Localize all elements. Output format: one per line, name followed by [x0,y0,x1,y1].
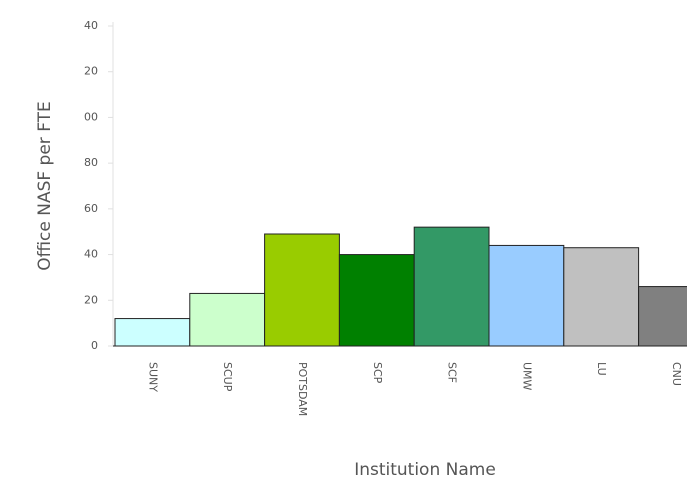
x-tick-label: SCUP [221,362,234,392]
y-axis-title: Office NASF per FTE [35,101,55,271]
x-tick-label: SCF [446,362,459,383]
bar [638,286,687,347]
y-tick-label: 40 [84,248,98,261]
y-tick-label: 20 [84,293,98,306]
bar [338,254,415,347]
x-tick-label: POTSDAM [296,362,309,416]
x-tick-label: LU [595,362,608,376]
bar [413,226,490,347]
y-tick-label: 60 [84,202,98,215]
y-tick-label: 80 [84,156,98,169]
x-axis-title: Institution Name [354,460,496,480]
x-tick-label: UMW [520,362,533,391]
bar [488,244,565,347]
bar [114,318,191,347]
x-tick-label: CNU [670,362,683,386]
y-tick-label: 40 [84,19,98,32]
x-tick-label: SUNY [146,362,159,392]
bar [264,233,340,347]
bar [563,247,640,347]
y-tick-label: 00 [84,110,98,123]
y-tick-label: 20 [84,65,98,78]
bar [189,292,266,347]
y-tick-label: 0 [91,339,98,352]
x-tick-label: SCP [371,362,384,384]
